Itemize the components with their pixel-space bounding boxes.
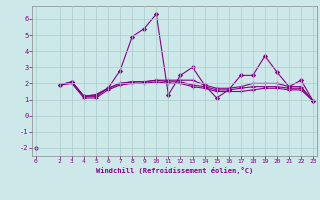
X-axis label: Windchill (Refroidissement éolien,°C): Windchill (Refroidissement éolien,°C) bbox=[96, 167, 253, 174]
